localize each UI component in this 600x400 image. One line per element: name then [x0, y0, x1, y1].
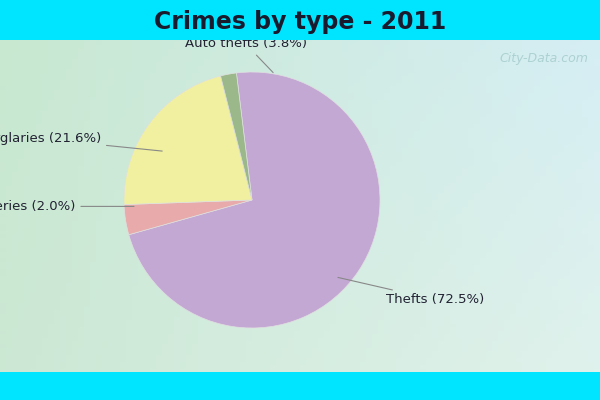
- Wedge shape: [124, 200, 252, 235]
- Text: Burglaries (21.6%): Burglaries (21.6%): [0, 132, 162, 151]
- Wedge shape: [124, 76, 252, 204]
- Wedge shape: [221, 73, 252, 200]
- Text: Robberies (2.0%): Robberies (2.0%): [0, 200, 134, 213]
- Text: Thefts (72.5%): Thefts (72.5%): [338, 278, 485, 306]
- Text: Auto thefts (3.8%): Auto thefts (3.8%): [185, 37, 307, 72]
- Text: City-Data.com: City-Data.com: [499, 52, 588, 65]
- Text: Crimes by type - 2011: Crimes by type - 2011: [154, 10, 446, 34]
- Wedge shape: [129, 72, 380, 328]
